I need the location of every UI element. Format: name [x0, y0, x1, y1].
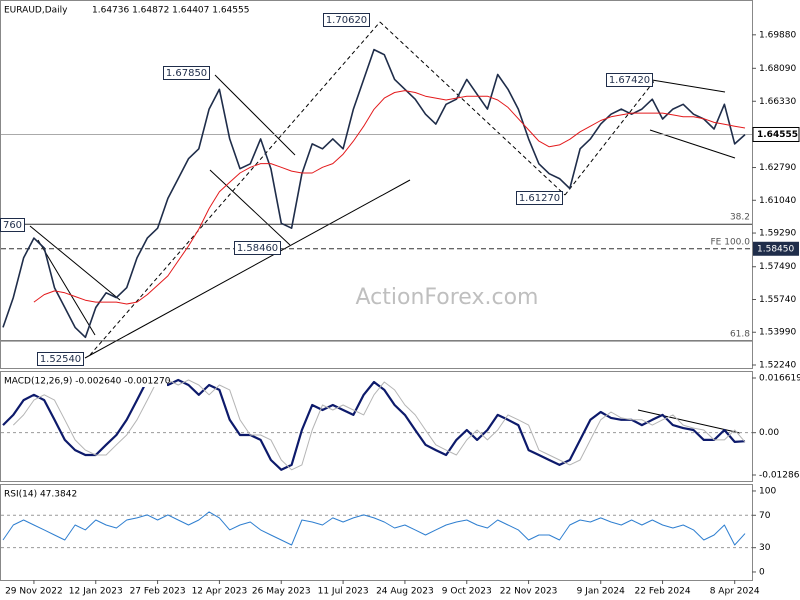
price-panel [0, 0, 753, 369]
annotation: 1.67420 [609, 75, 650, 86]
annotation: 1.58460 [237, 243, 278, 254]
x-tick-label: 11 Jul 2023 [318, 587, 369, 597]
y-tick-label: 0.016619 [759, 374, 800, 384]
x-tick-label: 8 Apr 2024 [710, 587, 760, 597]
annotation: 1.61270 [519, 193, 560, 204]
trend-line [84, 179, 411, 359]
y-tick-label: 1.69880 [759, 30, 796, 40]
header-bg [2, 486, 82, 500]
y-tick-label: 1.61040 [759, 196, 796, 206]
y-tick-label: 70 [759, 511, 771, 521]
level-label: FE 100.0 [711, 237, 751, 247]
y-tick-label: 100 [759, 486, 776, 496]
annotation-box [516, 191, 563, 205]
y-tick-label: 1.62790 [759, 163, 796, 173]
trend-line [637, 409, 741, 434]
annotation-box [323, 13, 370, 27]
y-tick-label: 1.52240 [759, 361, 796, 371]
x-tick-label: 9 Jan 2024 [577, 587, 625, 597]
y-tick-label: 1.53990 [759, 328, 796, 338]
y-tick-label: 1.55740 [759, 295, 796, 305]
level-axis-box [753, 241, 799, 256]
level-axis-label: 1.58450 [757, 244, 794, 254]
series-line [33, 90, 746, 305]
level-label: 61.8 [730, 329, 750, 339]
level-label: 38.2 [730, 213, 750, 223]
x-tick-label: 9 Oct 2023 [442, 587, 492, 597]
annotation: 1.70620 [326, 15, 367, 26]
annotation-box [37, 352, 84, 366]
trend-line [214, 74, 296, 156]
annotation-box [234, 241, 281, 255]
y-tick-label: 0 [759, 567, 765, 577]
trend-line [564, 79, 656, 196]
annotation: 760 [3, 220, 22, 231]
trend-lines [29, 21, 741, 434]
x-tick-label: 29 Nov 2022 [5, 587, 63, 597]
annotation: 1.52540 [40, 354, 81, 365]
series-line [12, 379, 746, 471]
annotation-box [163, 66, 210, 80]
trend-line [651, 79, 726, 93]
annotation: 1.67850 [166, 68, 207, 79]
panel-title: MACD(12,26,9) -0.002640 -0.001270 [4, 377, 171, 387]
x-tick-label: 27 Feb 2023 [130, 587, 186, 597]
trend-line [209, 169, 291, 246]
x-tick-label: 22 Nov 2023 [500, 587, 558, 597]
trend-line [37, 239, 96, 336]
y-tick-label: 1.68090 [759, 64, 796, 74]
trend-line [89, 21, 381, 356]
y-tick-label: 1.66330 [759, 97, 796, 107]
annotation-box [0, 218, 25, 232]
series-line [2, 48, 746, 339]
panel-title: RSI(14) 47.3842 [4, 490, 77, 500]
panel-subtitle: 1.64736 1.64872 1.64407 1.64555 [92, 6, 249, 16]
x-tick-label: 12 Jan 2023 [69, 587, 123, 597]
watermark: ActionForex.com [356, 285, 539, 310]
y-tick-label: 1.59290 [759, 229, 796, 239]
panel-title: EURAUD,Daily [4, 6, 68, 16]
y-tick-label: 30 [759, 543, 771, 553]
x-tick-label: 26 May 2023 [252, 587, 311, 597]
series-line [2, 378, 746, 471]
rsi-panel [0, 484, 753, 581]
x-tick-label: 12 Apr 2023 [192, 587, 248, 597]
y-tick-label: 1.57490 [759, 262, 796, 272]
header-bg [2, 373, 167, 387]
y-tick-label: -0.012864 [759, 470, 800, 480]
y-tick-label: 0.00 [759, 428, 779, 438]
x-tick-label: 22 Feb 2024 [635, 587, 691, 597]
x-tick-label: 24 Aug 2023 [376, 587, 434, 597]
macd-panel [0, 371, 753, 482]
series-line [2, 511, 746, 546]
current-price-box [752, 126, 800, 142]
annotation-box [606, 73, 653, 87]
trend-line [29, 225, 121, 301]
header-bg [2, 2, 252, 16]
trend-line [379, 21, 566, 196]
current-price-label: 1.64555 [757, 130, 798, 140]
